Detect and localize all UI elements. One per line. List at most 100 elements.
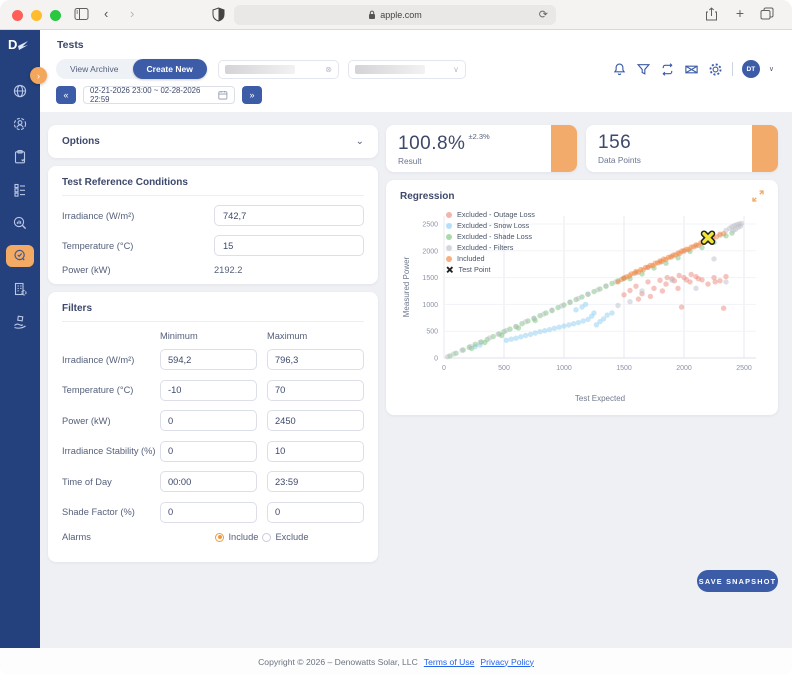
terms-link[interactable]: Terms of Use [423, 656, 475, 667]
bell-icon[interactable] [612, 62, 627, 77]
sidebar-item-network[interactable] [6, 80, 34, 102]
sidebar-toggle-icon[interactable] [74, 7, 89, 21]
legend-swatch [446, 211, 452, 218]
forward-button[interactable]: › [130, 6, 135, 21]
sidebar-item-analytics[interactable] [6, 212, 34, 234]
regression-chart[interactable]: Excluded - Outage Loss Excluded - Snow Lo… [400, 206, 764, 404]
svg-text:Test Expected: Test Expected [575, 394, 625, 403]
tests-icon [14, 249, 25, 261]
new-tab-icon[interactable]: + [735, 5, 744, 21]
sidebar-item-sites[interactable] [6, 278, 34, 300]
device-select[interactable]: ∨ [348, 60, 466, 79]
zoom-window-button[interactable] [50, 9, 61, 21]
address-bar[interactable]: apple.com ⟳ [234, 5, 556, 25]
site-select[interactable]: ⊗ [218, 60, 339, 79]
temperature-min-input[interactable] [160, 379, 257, 401]
privacy-shield-icon[interactable] [212, 6, 225, 22]
sidebar-expand-button[interactable]: › [30, 67, 47, 84]
repeat-icon[interactable] [660, 62, 675, 77]
filter-icon[interactable] [636, 62, 651, 77]
temperature-max-input[interactable] [267, 379, 364, 401]
include-radio[interactable] [215, 532, 225, 542]
legend-item[interactable]: Excluded - Filters [446, 243, 535, 253]
scatter-plot[interactable]: 0 500 1000 1500 2000 2500 0 500 1000 1500 2000 2500… [400, 206, 764, 404]
svg-text:0: 0 [434, 356, 438, 363]
svg-text:2000: 2000 [422, 248, 438, 255]
legend-item[interactable]: Included [446, 254, 535, 264]
ticket-icon[interactable] [684, 62, 699, 77]
sidebar-item-users[interactable] [6, 113, 34, 135]
create-new-button[interactable]: Create New [132, 59, 207, 79]
legend-item-test-point[interactable]: ✕ Test Point [446, 265, 535, 275]
close-window-button[interactable] [12, 9, 23, 21]
privacy-link[interactable]: Privacy Policy [480, 656, 534, 667]
next-period-button[interactable]: » [242, 86, 262, 104]
lock-icon [369, 10, 376, 19]
share-icon[interactable] [705, 7, 718, 22]
stability-min-input[interactable] [160, 440, 257, 462]
shade-min-input[interactable] [160, 501, 257, 523]
browser-chrome: ‹ › apple.com ⟳ + [0, 0, 792, 30]
account-chevron-down-icon[interactable]: ∨ [768, 66, 774, 73]
gear-icon[interactable] [708, 62, 723, 77]
field-label: Irradiance (W/m²) [62, 354, 135, 365]
exclude-radio[interactable] [262, 532, 272, 542]
power-max-input[interactable] [267, 410, 364, 431]
clipboard-check-icon [14, 150, 26, 164]
building-gear-icon [14, 282, 27, 296]
field-label: Irradiance (W/m²) [62, 210, 135, 221]
app-root: D [0, 30, 792, 675]
sidebar-item-reports[interactable] [6, 146, 34, 168]
filter-row: Irradiance (W/m²) [62, 349, 364, 370]
field-label: Alarms [62, 532, 91, 542]
power-min-input[interactable] [160, 410, 257, 431]
time-min-input[interactable] [160, 471, 257, 492]
avatar[interactable]: DT [741, 60, 760, 78]
view-archive-button[interactable]: View Archive [70, 64, 119, 74]
svg-text:2500: 2500 [422, 222, 438, 229]
temperature-ref-input[interactable] [214, 235, 364, 256]
sidebar-item-tests[interactable] [6, 245, 34, 267]
irradiance-min-input[interactable] [160, 349, 257, 370]
reference-row: Power (kW) 2192.2 [62, 265, 364, 275]
stability-max-input[interactable] [267, 440, 364, 462]
legend-label: Excluded - Snow Loss [457, 221, 530, 230]
result-card: 100.8% ±2.3% Result [386, 125, 577, 172]
reference-conditions-card: Test Reference Conditions Irradiance (W/… [48, 166, 378, 284]
sidebar-item-tasks[interactable] [6, 179, 34, 201]
legend-item[interactable]: Excluded - Outage Loss [446, 210, 535, 220]
data-points-card: 156 Data Points [586, 125, 778, 172]
back-button[interactable]: ‹ [104, 6, 109, 21]
legend-item[interactable]: Excluded - Snow Loss [446, 221, 535, 231]
options-chevron-down-icon[interactable]: ⌄ [355, 136, 364, 147]
svg-text:2000: 2000 [676, 365, 692, 372]
reload-icon[interactable]: ⟳ [538, 9, 548, 21]
save-snapshot-button[interactable]: SAVE SNAPSHOT [697, 570, 778, 592]
svg-text:1000: 1000 [422, 302, 438, 309]
url-text: apple.com [380, 10, 422, 20]
minimize-window-button[interactable] [31, 9, 42, 21]
options-panel[interactable]: Options ⌄ [48, 125, 378, 158]
shade-max-input[interactable] [267, 501, 364, 523]
denowatts-logo[interactable]: D [8, 37, 29, 52]
result-label: Result [398, 156, 422, 166]
data-points-value: 156 [598, 132, 632, 153]
tab-overview-icon[interactable] [760, 7, 774, 20]
reference-row: Temperature (°C) [62, 235, 364, 256]
previous-period-button[interactable]: « [56, 86, 76, 104]
expand-icon[interactable] [752, 190, 764, 202]
copyright-text: Copyright © 2026 – Denowatts Solar, LLC [258, 656, 418, 667]
irradiance-max-input[interactable] [267, 349, 364, 370]
traffic-lights[interactable] [12, 9, 61, 21]
legend-item[interactable]: Excluded - Shade Loss [446, 232, 535, 242]
filters-title: Filters [62, 303, 93, 314]
divider [62, 321, 364, 322]
sidebar-item-handover[interactable] [6, 311, 34, 333]
time-max-input[interactable] [267, 471, 364, 492]
svg-text:1500: 1500 [616, 365, 632, 372]
date-range-picker[interactable]: 02-21-2026 23:00 ~ 02-28-2026 22:59 [83, 86, 235, 104]
archive-create-segmented-control: View Archive Create New [56, 59, 207, 79]
clear-icon[interactable]: ⊗ [325, 65, 332, 74]
irradiance-ref-input[interactable] [214, 205, 364, 226]
legend-label: Excluded - Shade Loss [457, 232, 533, 241]
